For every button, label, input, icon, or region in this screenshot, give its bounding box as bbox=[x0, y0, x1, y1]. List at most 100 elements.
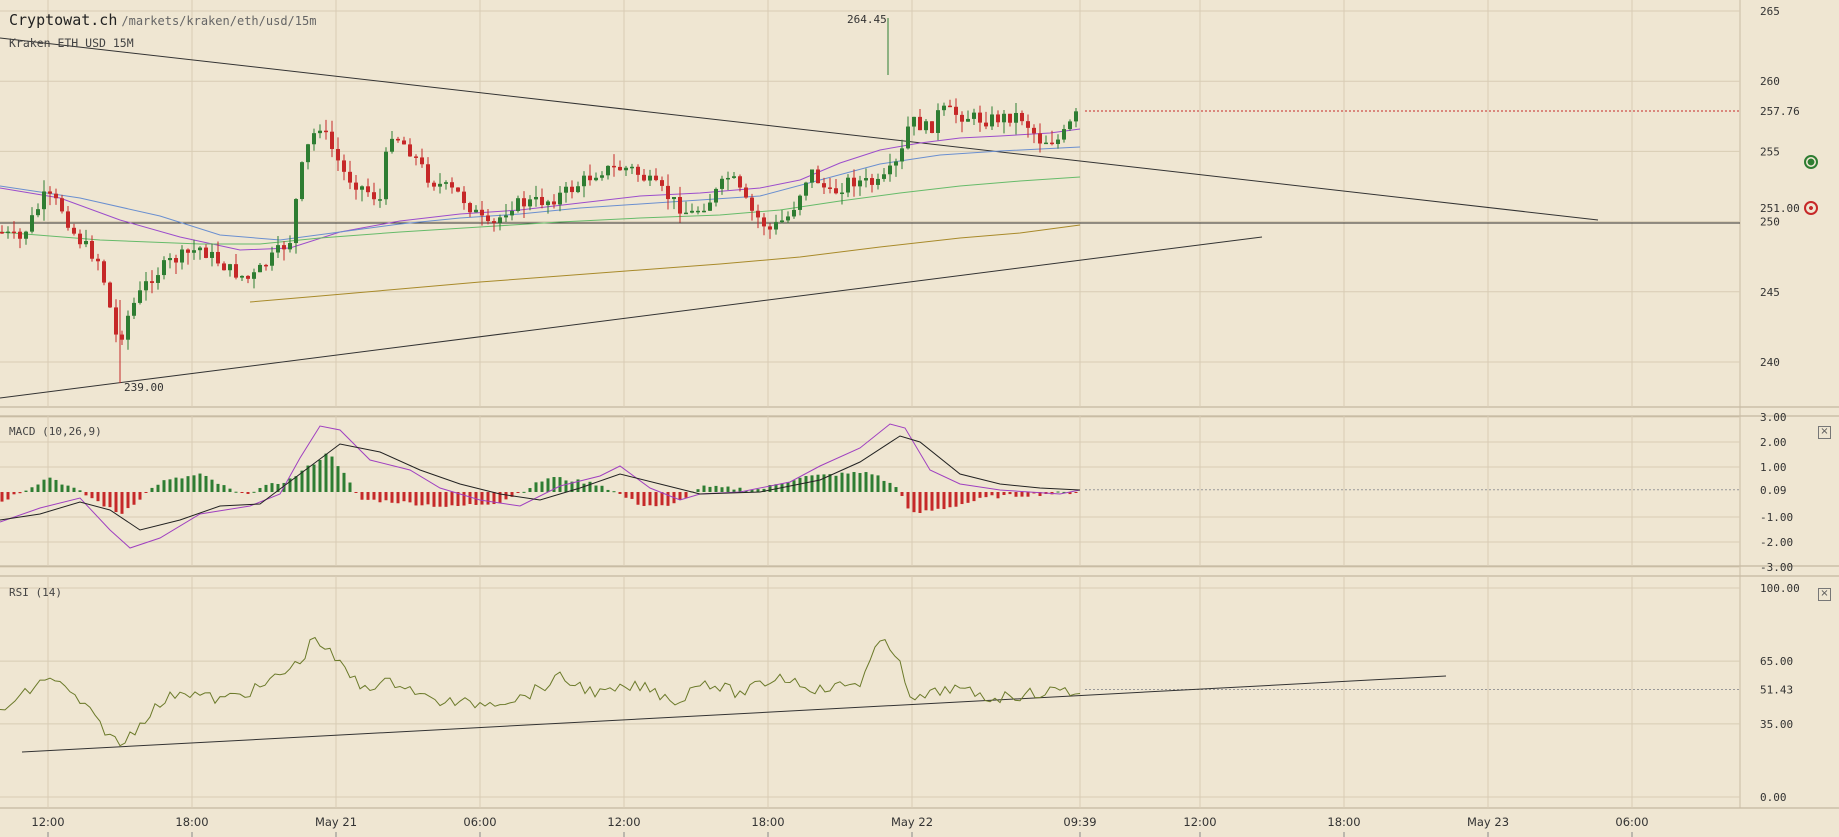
candle bbox=[66, 211, 70, 228]
macd-histogram-bar bbox=[120, 492, 124, 514]
macd-histogram-bar bbox=[1026, 492, 1030, 497]
candle bbox=[522, 198, 526, 207]
macd-histogram-bar bbox=[960, 492, 964, 505]
candle bbox=[954, 106, 958, 115]
candle bbox=[660, 180, 664, 186]
candle bbox=[882, 174, 886, 179]
candle bbox=[90, 240, 94, 259]
macd-histogram-bar bbox=[786, 482, 790, 492]
x-tick-label: May 21 bbox=[315, 815, 357, 829]
close-rsi-icon[interactable]: × bbox=[1818, 588, 1831, 601]
candle bbox=[612, 165, 616, 168]
macd-histogram-bar bbox=[330, 456, 334, 492]
rsi-tick-label: 100.00 bbox=[1760, 582, 1800, 595]
candle bbox=[402, 140, 406, 145]
macd-histogram-bar bbox=[1038, 492, 1042, 497]
candle bbox=[366, 186, 370, 193]
candle bbox=[642, 174, 646, 181]
candle bbox=[930, 121, 934, 133]
candle bbox=[1074, 111, 1078, 122]
macd-histogram-bar bbox=[840, 472, 844, 492]
candle bbox=[570, 186, 574, 193]
x-tick-label: 12:00 bbox=[607, 815, 640, 829]
macd-histogram-bar bbox=[912, 492, 916, 513]
candle bbox=[738, 176, 742, 188]
candle bbox=[468, 203, 472, 213]
candle bbox=[798, 195, 802, 210]
ring-marker-icon[interactable] bbox=[1804, 201, 1818, 215]
macd-histogram-bar bbox=[18, 492, 22, 494]
macd-histogram-bar bbox=[420, 492, 424, 506]
candle bbox=[234, 264, 238, 278]
macd-histogram-bar bbox=[480, 492, 484, 505]
candle bbox=[162, 260, 166, 276]
macd-histogram-bar bbox=[624, 492, 628, 498]
macd-histogram-bar bbox=[294, 476, 298, 492]
close-macd-icon[interactable]: × bbox=[1818, 426, 1831, 439]
macd-histogram-bar bbox=[66, 485, 70, 492]
macd-histogram-bar bbox=[984, 492, 988, 498]
macd-histogram-bar bbox=[114, 492, 118, 513]
macd-histogram-bar bbox=[876, 475, 880, 492]
low-price-label: 239.00 bbox=[124, 381, 164, 394]
candle bbox=[948, 105, 952, 108]
macd-histogram-bar bbox=[600, 485, 604, 492]
candle bbox=[816, 169, 820, 184]
macd-histogram-bar bbox=[978, 492, 982, 498]
macd-histogram-bar bbox=[432, 492, 436, 507]
macd-histogram-bar bbox=[552, 477, 556, 492]
macd-title: MACD (10,26,9) bbox=[9, 425, 102, 438]
macd-histogram-bar bbox=[186, 476, 190, 492]
candle bbox=[762, 217, 766, 227]
macd-histogram-bar bbox=[1008, 492, 1012, 495]
filled-circle-marker-icon[interactable] bbox=[1804, 155, 1818, 169]
macd-histogram-bar bbox=[762, 488, 766, 492]
macd-histogram-bar bbox=[192, 475, 196, 492]
macd-histogram-bar bbox=[348, 482, 352, 492]
candle bbox=[810, 169, 814, 183]
candle bbox=[492, 221, 496, 223]
macd-histogram-bar bbox=[210, 479, 214, 492]
candle bbox=[210, 251, 214, 258]
candle bbox=[996, 114, 1000, 123]
candle bbox=[672, 197, 676, 200]
x-tick-label: 12:00 bbox=[1183, 815, 1216, 829]
candle bbox=[876, 178, 880, 185]
macd-histogram-bar bbox=[462, 492, 466, 506]
x-tick-label: 12:00 bbox=[31, 815, 64, 829]
x-tick-label: May 22 bbox=[891, 815, 933, 829]
macd-tick-label: 2.00 bbox=[1760, 436, 1787, 449]
candle bbox=[528, 199, 532, 207]
macd-histogram-bar bbox=[612, 491, 616, 493]
candle bbox=[720, 178, 724, 189]
candle bbox=[156, 275, 160, 283]
candle bbox=[690, 210, 694, 213]
candle bbox=[0, 232, 4, 234]
macd-histogram-bar bbox=[174, 477, 178, 492]
macd-histogram-bar bbox=[528, 488, 532, 492]
macd-histogram-bar bbox=[540, 481, 544, 492]
candle bbox=[624, 167, 628, 171]
macd-histogram-bar bbox=[714, 485, 718, 492]
macd-histogram-bar bbox=[576, 479, 580, 492]
candle bbox=[792, 209, 796, 217]
macd-histogram-bar bbox=[246, 492, 250, 494]
macd-histogram-bar bbox=[108, 492, 112, 508]
candle bbox=[636, 166, 640, 175]
macd-histogram-bar bbox=[774, 484, 778, 492]
x-tick-label: 18:00 bbox=[175, 815, 208, 829]
price-tick-label: 265 bbox=[1760, 5, 1780, 18]
candle bbox=[912, 116, 916, 127]
candle bbox=[108, 282, 112, 308]
candle bbox=[372, 192, 376, 200]
candle bbox=[708, 202, 712, 211]
candle bbox=[546, 201, 550, 206]
macd-histogram-bar bbox=[378, 492, 382, 503]
last-price-label: 257.76 bbox=[1760, 105, 1800, 118]
candle bbox=[144, 281, 148, 291]
candle bbox=[984, 122, 988, 127]
macd-histogram-bar bbox=[822, 474, 826, 492]
site-title[interactable]: Cryptowat.ch bbox=[9, 11, 118, 29]
candle bbox=[648, 175, 652, 181]
